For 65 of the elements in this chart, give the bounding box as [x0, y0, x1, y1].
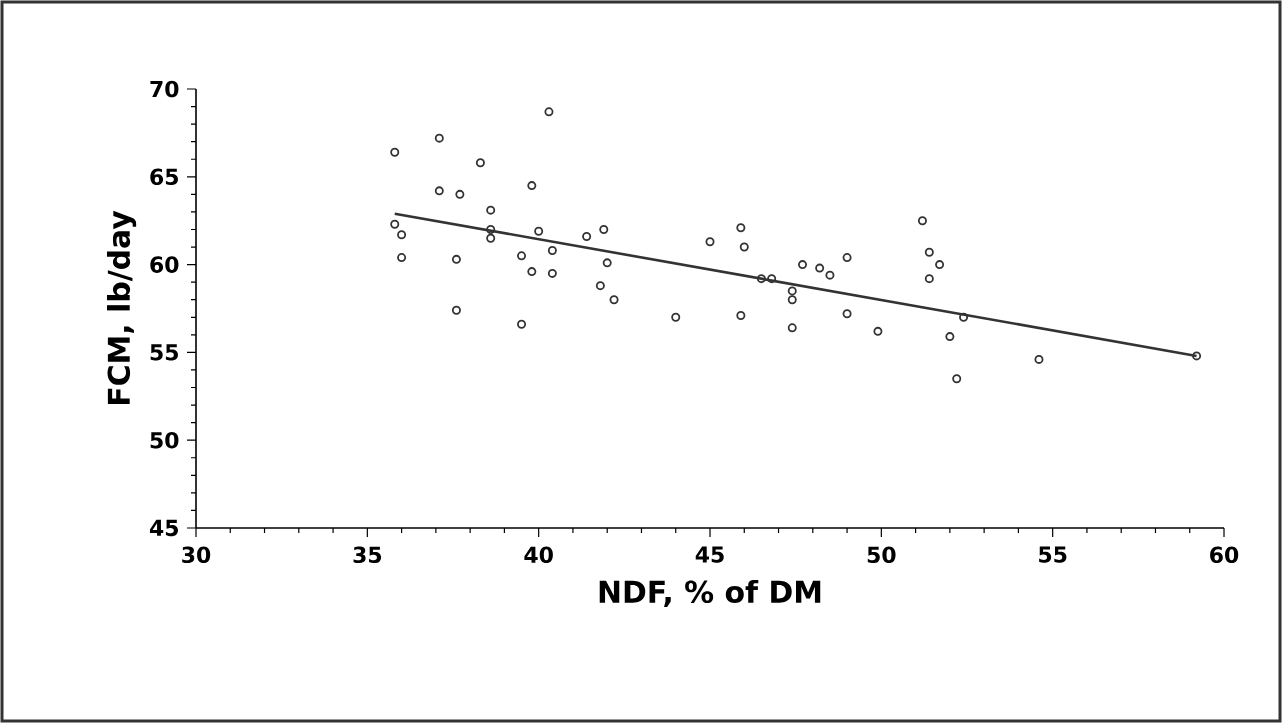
- y-tick-label: 65: [150, 168, 178, 186]
- point: [767, 274, 777, 284]
- point: [924, 247, 934, 257]
- point: [924, 274, 934, 284]
- point: [434, 133, 444, 143]
- point: [945, 332, 955, 342]
- point: [705, 237, 715, 247]
- x-tick-label: 45: [695, 546, 724, 563]
- point: [547, 246, 557, 256]
- point: [671, 312, 681, 322]
- y-tick-label: 70: [150, 80, 179, 98]
- x-tick-label: 60: [1210, 546, 1239, 564]
- point: [595, 281, 605, 291]
- point: [451, 305, 461, 315]
- point: [798, 260, 808, 270]
- point: [534, 226, 544, 236]
- point: [736, 223, 746, 233]
- point: [959, 312, 969, 322]
- point: [527, 267, 537, 277]
- point: [842, 309, 852, 319]
- point: [873, 326, 883, 336]
- point: [756, 274, 766, 284]
- y-axis-title: FCM, lb/day: [106, 210, 137, 405]
- point: [582, 232, 592, 241]
- point: [825, 270, 835, 280]
- point: [952, 374, 962, 384]
- y-tick-label: 60: [150, 256, 179, 273]
- point: [486, 233, 496, 243]
- point: [1034, 354, 1044, 364]
- y-tick-label: 55: [150, 344, 178, 361]
- point: [602, 258, 612, 268]
- point: [815, 263, 825, 273]
- point: [517, 319, 527, 329]
- point: [787, 323, 797, 333]
- point: [527, 181, 537, 191]
- point: [390, 147, 400, 157]
- point: [486, 205, 496, 215]
- y-tick-label: 50: [150, 431, 179, 449]
- point: [455, 189, 465, 199]
- point: [736, 311, 746, 321]
- point: [397, 253, 407, 263]
- point: [451, 254, 461, 264]
- point: [397, 230, 407, 240]
- x-tick-label: 50: [867, 546, 896, 564]
- point: [434, 186, 444, 196]
- point: [599, 224, 609, 234]
- point: [517, 251, 527, 261]
- point: [787, 295, 797, 305]
- x-tick-label: 35: [353, 546, 382, 564]
- point: [486, 224, 496, 234]
- point: [917, 216, 927, 226]
- x-tick-label: 30: [182, 546, 211, 564]
- point: [609, 295, 619, 305]
- point: [739, 242, 749, 252]
- x-axis-title: NDF, % of DM: [599, 579, 821, 607]
- y-tick-label: 45: [149, 519, 178, 537]
- point: [544, 107, 554, 117]
- x-tick-label: 40: [524, 546, 553, 564]
- point: [547, 268, 557, 278]
- point: [787, 286, 797, 296]
- point: [475, 158, 485, 168]
- x-tick-label: 55: [1039, 546, 1067, 563]
- point: [935, 260, 945, 270]
- point: [842, 253, 852, 263]
- point: [390, 219, 400, 229]
